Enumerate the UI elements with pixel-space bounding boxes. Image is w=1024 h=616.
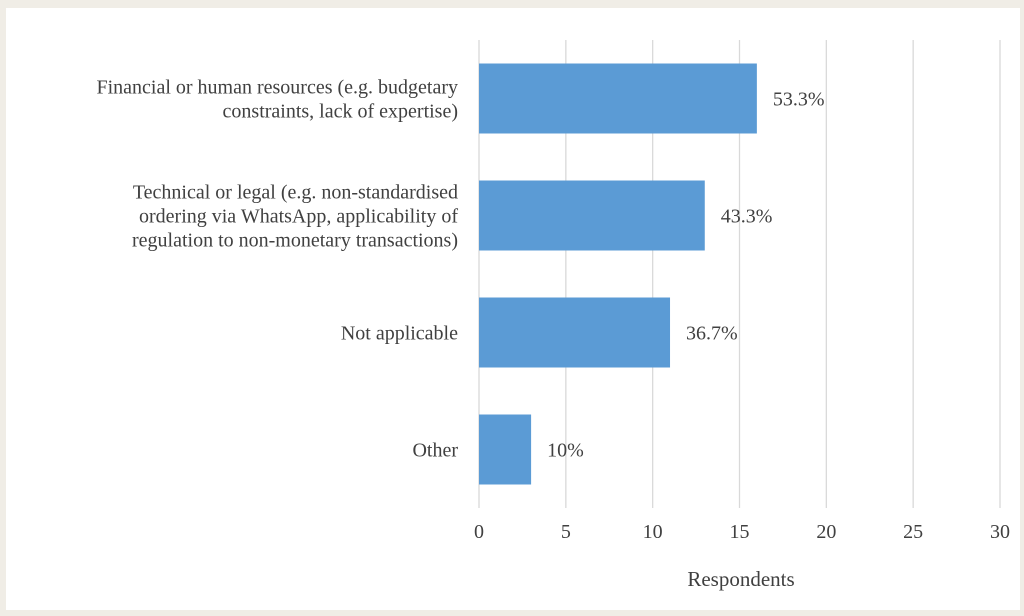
category-label: Not applicable — [341, 323, 458, 345]
labels: 0 5 10 15 20 25 30 53.3% Financial or human reso… — [96, 77, 1010, 544]
category-label: Technical or legal (e.g. non-standardise… — [133, 182, 458, 204]
bars — [479, 63, 757, 485]
data-label: 10% — [547, 440, 584, 462]
category-label: regulation to non-monetary transactions) — [132, 230, 458, 252]
x-axis-title: Respondents — [687, 567, 794, 591]
x-tick-label: 30 — [990, 521, 1010, 543]
x-tick-label: 20 — [816, 521, 836, 543]
bar — [479, 297, 671, 368]
x-tick-label: 5 — [561, 521, 571, 543]
bar — [479, 180, 705, 251]
category-label: Other — [412, 440, 458, 462]
chart-frame: 0 5 10 15 20 25 30 53.3% Financial or human reso… — [6, 8, 1020, 610]
bar-chart: 0 5 10 15 20 25 30 53.3% Financial or human reso… — [96, 40, 1010, 591]
x-tick-label: 0 — [474, 521, 484, 543]
category-label: Financial or human resources (e.g. budge… — [96, 77, 458, 99]
data-label: 36.7% — [686, 323, 738, 345]
x-tick-label: 10 — [643, 521, 663, 543]
data-label: 53.3% — [773, 89, 825, 111]
bar — [479, 63, 757, 134]
data-label: 43.3% — [721, 206, 773, 228]
x-tick-label: 15 — [730, 521, 750, 543]
category-label: ordering via WhatsApp, applicability of — [139, 206, 458, 228]
bar — [479, 414, 532, 485]
category-label: constraints, lack of expertise) — [223, 101, 458, 123]
x-tick-label: 25 — [903, 521, 923, 543]
